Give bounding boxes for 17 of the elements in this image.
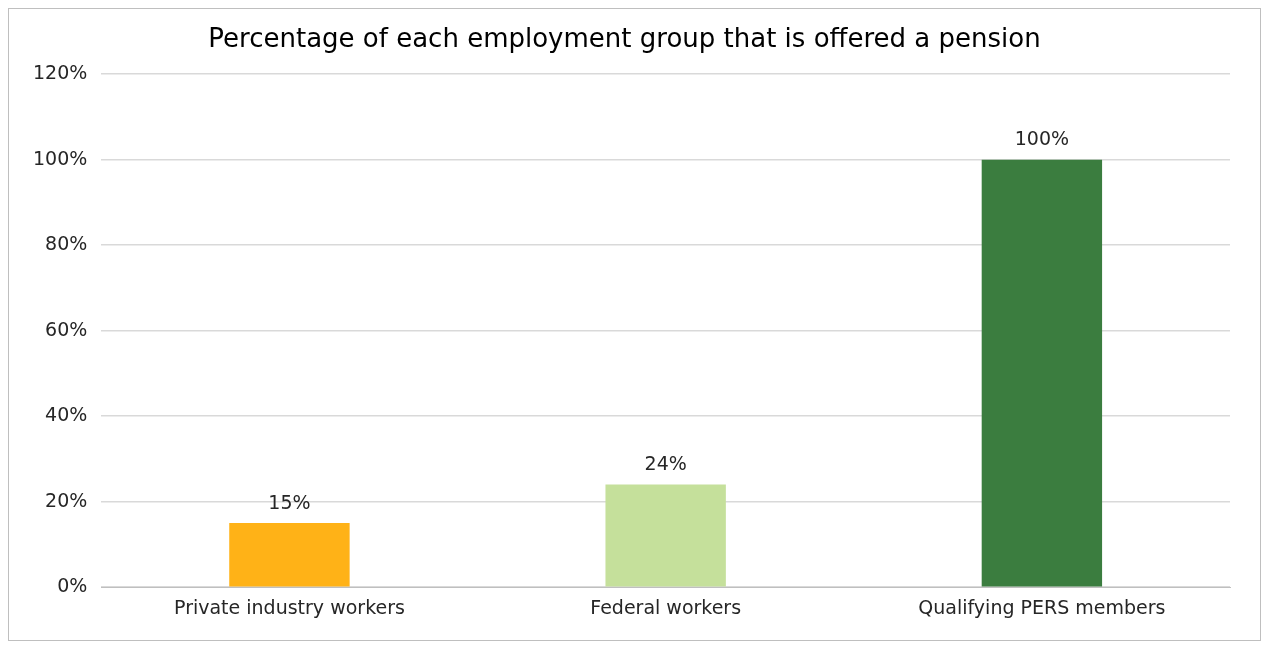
y-tick-label: 20% xyxy=(45,488,88,511)
y-tick-label: 0% xyxy=(57,574,88,597)
bar xyxy=(981,159,1103,587)
x-tick-label: Private industry workers xyxy=(174,595,405,618)
data-label: 24% xyxy=(644,452,687,475)
bar xyxy=(605,484,726,587)
y-tick-label: 100% xyxy=(32,146,88,169)
y-tick-label: 80% xyxy=(45,232,88,255)
x-tick-label: Qualifying PERS members xyxy=(918,595,1166,618)
data-label: 15% xyxy=(268,490,311,513)
data-label: 100% xyxy=(1014,127,1070,150)
y-tick-label: 60% xyxy=(45,317,88,340)
y-tick-label: 120% xyxy=(32,61,88,84)
bar xyxy=(229,523,350,587)
y-tick-label: 40% xyxy=(45,403,88,426)
chart-title: Percentage of each employment group that is offered a pension xyxy=(208,23,1041,54)
x-tick-label: Federal workers xyxy=(590,595,742,618)
